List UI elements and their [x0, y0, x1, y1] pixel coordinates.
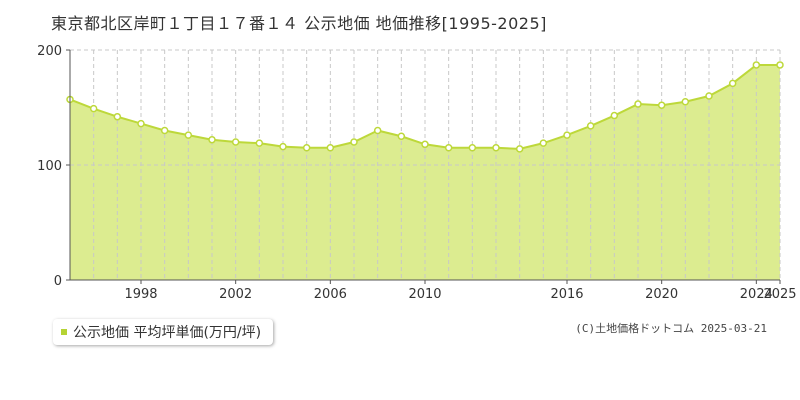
data-point — [515, 145, 524, 153]
data-point — [208, 135, 216, 144]
x-tick-label: 2024 — [740, 287, 773, 300]
chart-title: 東京都北区岸町１丁目１７番１４ 公示地価 地価推移[1995-2025] — [51, 14, 547, 33]
data-point — [113, 112, 122, 121]
data-point — [255, 139, 264, 147]
data-point — [184, 131, 193, 139]
data-point — [586, 122, 595, 130]
data-point — [137, 119, 145, 128]
data-point — [350, 138, 358, 146]
data-point — [421, 140, 429, 149]
y-tick-label: 0 — [54, 274, 62, 289]
data-point — [752, 61, 761, 69]
data-point — [231, 138, 240, 146]
data-point — [681, 98, 690, 106]
data-point — [492, 144, 500, 152]
data-point — [634, 100, 642, 108]
x-tick-label: 2002 — [219, 287, 252, 300]
legend-swatch — [61, 329, 67, 335]
data-point — [160, 126, 169, 135]
x-tick-label: 1998 — [124, 287, 157, 300]
legend: 公示地価 平均坪単価(万円/坪) — [53, 319, 274, 345]
copyright-text: (C)土地価格ドットコム 2025-03-21 — [575, 322, 767, 335]
data-point — [728, 79, 737, 88]
data-point — [657, 101, 666, 109]
x-tick-label: 2006 — [314, 287, 347, 300]
x-tick-label: 2016 — [550, 287, 583, 300]
x-tick-label: 2020 — [645, 287, 678, 300]
data-point — [539, 139, 548, 147]
data-point — [468, 144, 477, 152]
data-point — [444, 144, 453, 152]
data-point — [373, 126, 382, 135]
y-tick-label: 100 — [37, 159, 62, 174]
data-point — [279, 142, 287, 151]
data-point — [302, 144, 311, 152]
data-point — [705, 92, 713, 100]
data-point — [89, 104, 98, 113]
data-point — [563, 131, 571, 139]
y-tick-label: 200 — [37, 44, 62, 59]
x-tick-label: 2025 — [763, 287, 796, 300]
data-point — [397, 132, 406, 140]
x-tick-label: 2010 — [408, 287, 441, 300]
data-point — [326, 144, 335, 152]
data-point — [776, 61, 784, 69]
data-point — [610, 111, 619, 120]
legend-label: 公示地価 平均坪単価(万円/坪) — [73, 325, 262, 341]
